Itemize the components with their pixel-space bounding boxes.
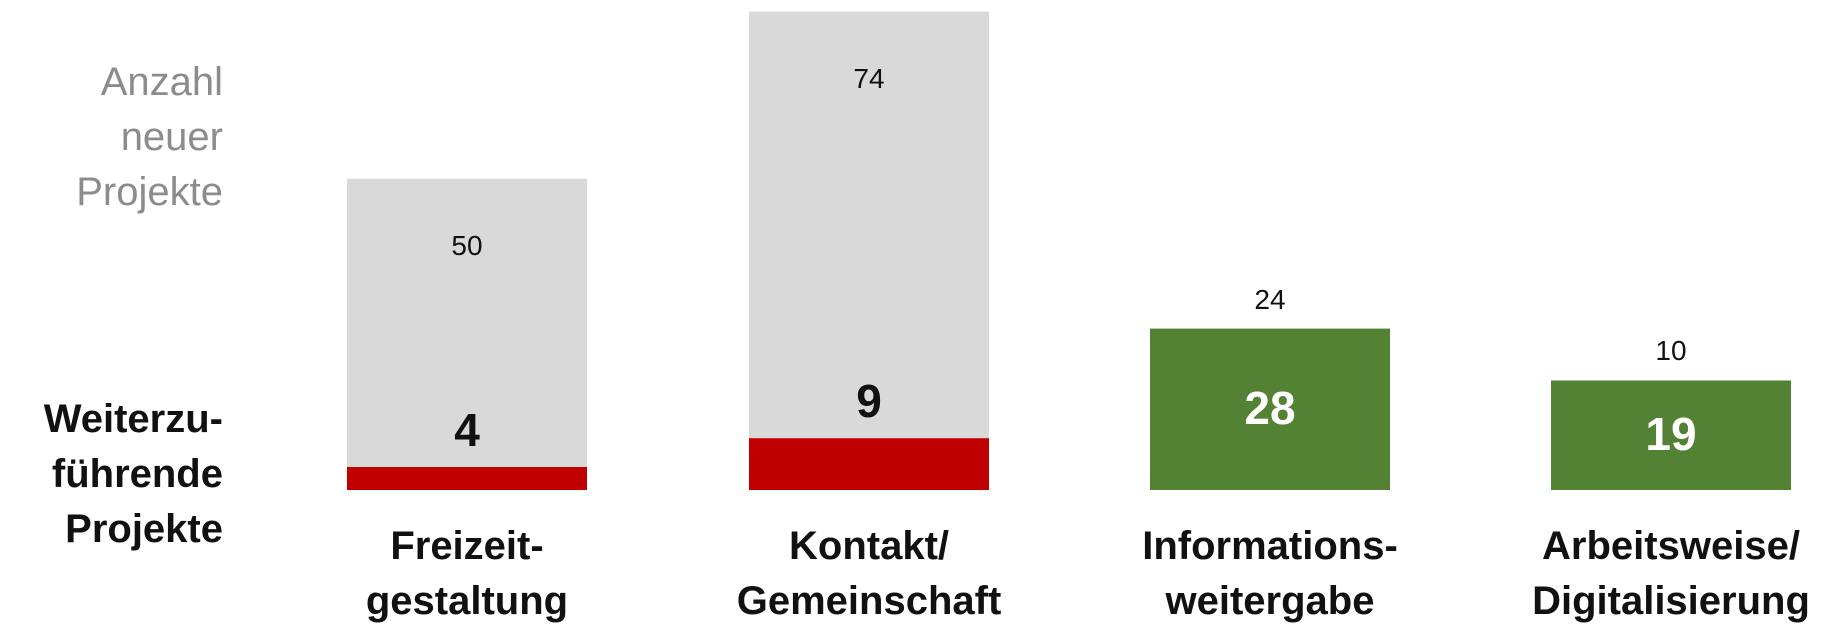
bar-segment [1150,328,1390,490]
value-label: 24 [1254,283,1286,315]
bar-segment [347,178,587,467]
value-label: 28 [1244,382,1296,435]
value-label: 50 [451,229,483,261]
value-label: 4 [454,403,480,456]
x-tick-label: Arbeitsweise/ Digitalisierung [1532,524,1810,624]
value-label: 19 [1645,408,1697,461]
x-tick-label: Kontakt/ Gemeinschaft [736,524,1002,624]
legend-label: Anzahl neuer Projekte [76,60,223,215]
bar-segment [1551,380,1791,490]
value-label: 9 [856,375,882,428]
value-label: 10 [1655,335,1687,367]
bar-segment [749,11,989,439]
legend-label: Weiterzu- führende Projekte [43,397,223,552]
value-label: 74 [853,62,885,94]
bar-segment [347,466,587,490]
bar-segment [749,438,989,490]
x-tick-label: Freizeit- gestaltung [365,524,569,624]
x-tick-label: Informations- weitergabe [1142,524,1398,624]
